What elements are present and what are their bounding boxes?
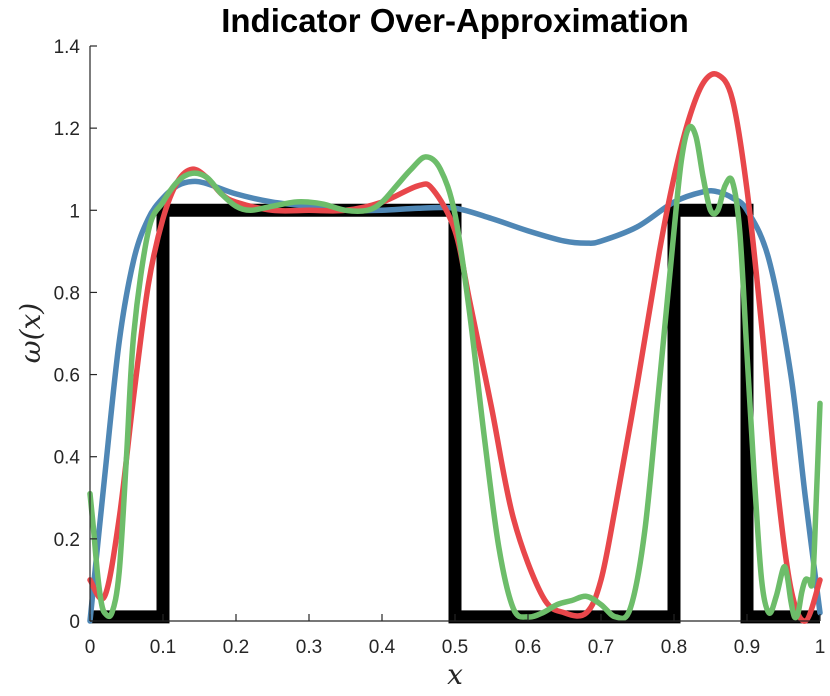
x-axis-label: x: [447, 658, 463, 691]
chart-title: Indicator Over-Approximation: [221, 2, 689, 39]
x-ticks: 0 0.1 0.2 0.3 0.4 0.5 0.6 0.7 0.8 0.9 1: [85, 614, 826, 658]
x-tick-label: 0.8: [661, 637, 687, 658]
x-tick-label: 0.5: [442, 637, 468, 658]
series-line-indicator: [90, 203, 820, 624]
y-tick-label: 1.2: [54, 119, 80, 140]
y-tick-label: 0.6: [54, 366, 80, 387]
y-tick-label: 0.2: [54, 530, 80, 551]
y-tick-label: 0.8: [54, 283, 80, 304]
x-tick-label: 0.1: [150, 637, 176, 658]
series-line-green-approximation: [87, 123, 823, 622]
plot-area: [87, 71, 823, 624]
x-tick-label: 0.3: [296, 637, 322, 658]
y-tick-label: 1.4: [54, 37, 81, 58]
x-tick-label: 0.4: [369, 637, 396, 658]
y-tick-label: 1: [69, 201, 80, 222]
x-tick-label: 1: [815, 637, 826, 658]
x-tick-label: 0.7: [588, 637, 614, 658]
y-tick-label: 0: [69, 612, 80, 633]
y-tick-label: 0.4: [54, 448, 81, 469]
x-tick-label: 0: [85, 637, 96, 658]
x-tick-label: 0.2: [223, 637, 249, 658]
x-tick-label: 0.9: [734, 637, 760, 658]
y-axis-label: ω(x): [14, 303, 47, 363]
y-ticks: 0 0.2 0.4 0.6 0.8 1 1.2 1.4: [54, 37, 97, 633]
x-tick-label: 0.6: [515, 637, 541, 658]
